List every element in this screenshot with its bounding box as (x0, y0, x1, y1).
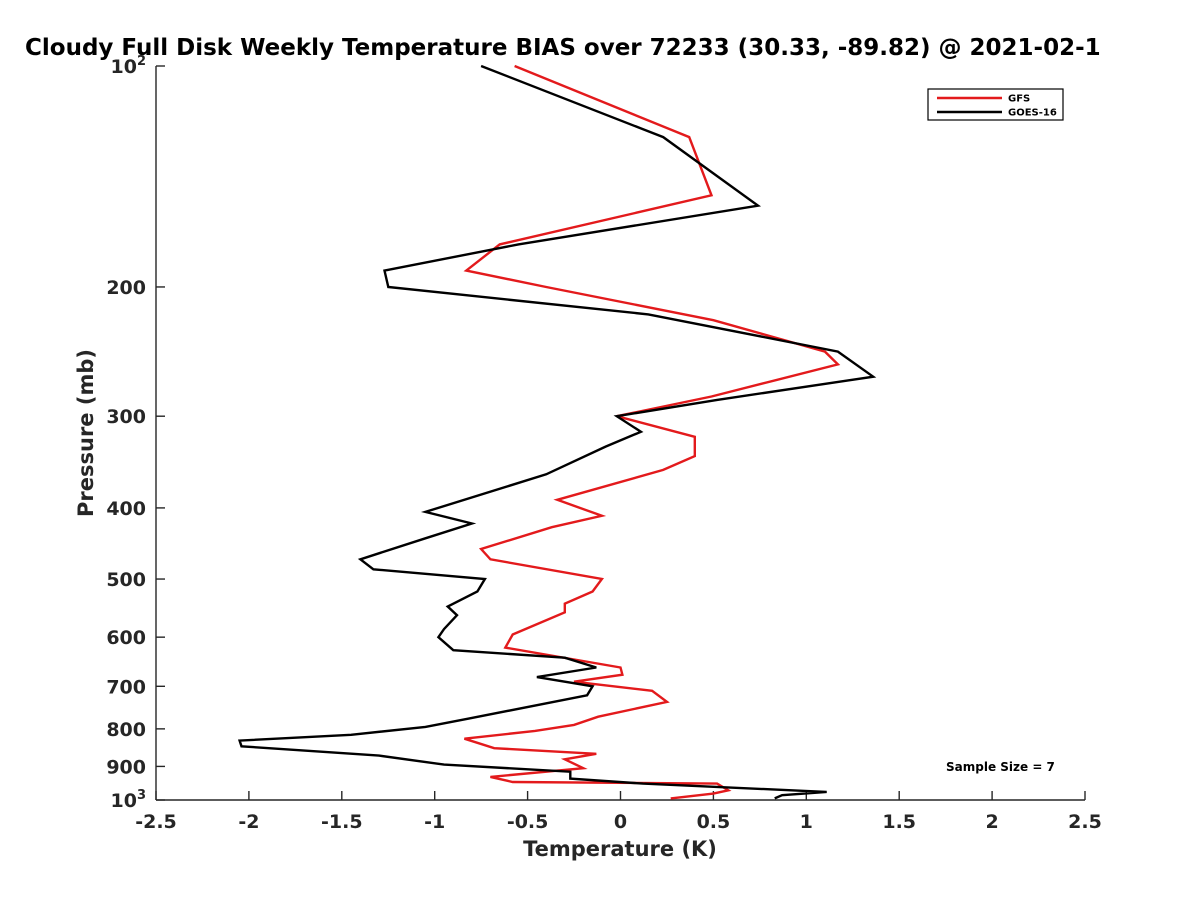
x-tick-label: -2 (238, 811, 259, 833)
legend-box (927, 88, 1064, 121)
series-line-goes-16 (237, 64, 877, 800)
x-axis-label: Temperature (K) (523, 837, 717, 861)
y-tick-label: 900 (106, 756, 146, 778)
y-tick-label: 103 (111, 788, 147, 812)
x-tick-label: -1 (424, 811, 445, 833)
y-tick-label: 400 (106, 498, 146, 520)
y-tick-label: 300 (106, 406, 146, 428)
y-tick-label: 102 (111, 54, 147, 78)
x-tick-label: -0.5 (507, 811, 549, 833)
y-ticks: 102 200 300 400 500 600 700 800 900 103 (106, 54, 165, 812)
chart-title: Cloudy Full Disk Weekly Temperature BIAS… (25, 35, 1101, 61)
x-tick-label: 0.5 (697, 811, 731, 833)
x-tick-label: 2 (985, 811, 998, 833)
x-tick-label: -2.5 (135, 811, 177, 833)
x-tick-label: -1.5 (321, 811, 363, 833)
x-ticks: -2.5 -2 -1.5 -1 -0.5 0 0.5 1 1.5 2 2.5 (135, 791, 1102, 833)
y-axis-label: Pressure (mb) (74, 349, 98, 517)
x-tick-label: 1.5 (882, 811, 916, 833)
series-line-gfs (463, 64, 841, 800)
y-tick-label: 200 (106, 277, 146, 299)
y-tick-label: 700 (106, 676, 146, 698)
legend-label: GFS (1008, 94, 1030, 105)
x-tick-label: 1 (800, 811, 813, 833)
y-tick-label: 500 (106, 569, 146, 591)
series-lines (237, 64, 877, 800)
legend: GFS GOES-16 (927, 88, 1064, 121)
legend-label: GOES-16 (1008, 108, 1057, 119)
y-tick-label: 600 (106, 627, 146, 649)
y-tick-label: 800 (106, 719, 146, 741)
x-tick-label: 0 (614, 811, 627, 833)
x-tick-label: 2.5 (1068, 811, 1102, 833)
sample-size-annotation: Sample Size = 7 (946, 760, 1055, 774)
